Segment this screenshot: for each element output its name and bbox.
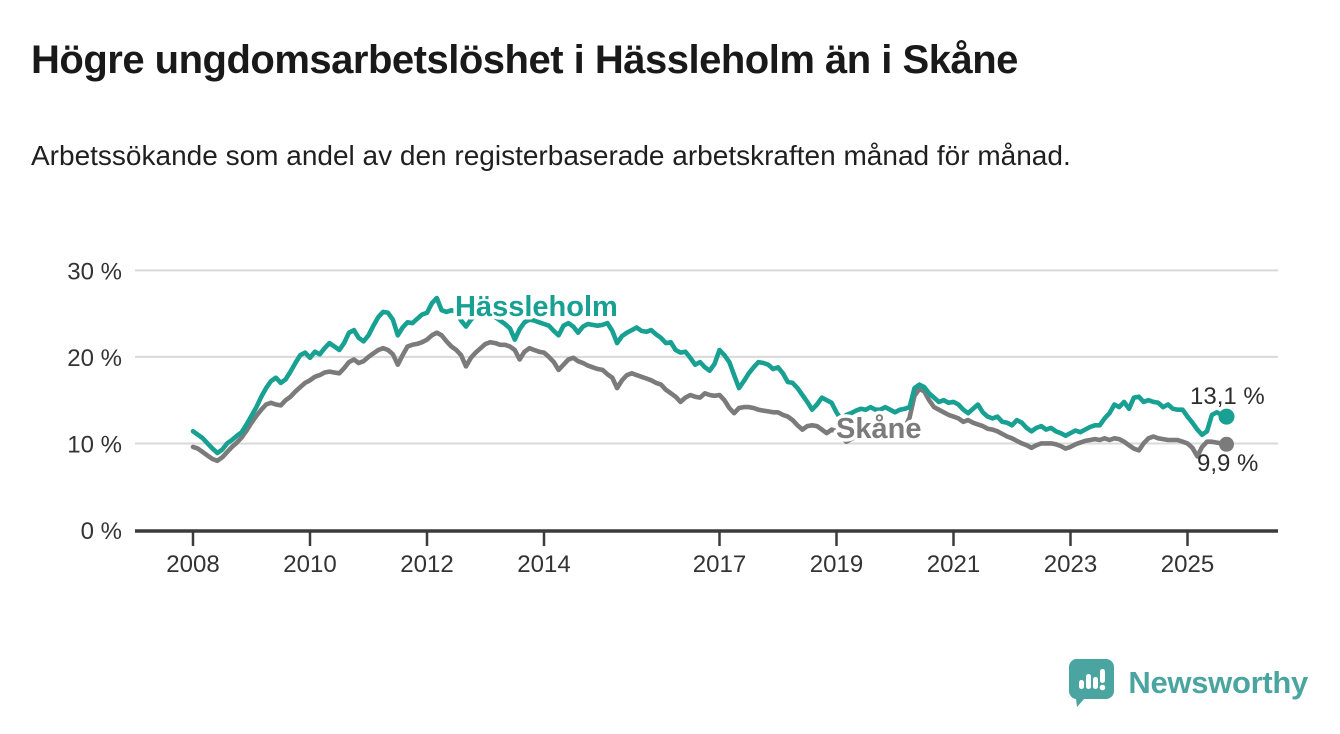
y-axis-tick-label: 10 % (67, 431, 122, 458)
line-chart: 30 % 20 % 10 % 0 % 2008 2010 2012 2014 2017 2019… (67, 258, 1278, 578)
skane-end-dot (1219, 436, 1234, 452)
newsworthy-logo: Newsworthy (1069, 658, 1308, 708)
newsworthy-logo-text: Newsworthy (1128, 665, 1308, 700)
x-axis-tick-label: 2023 (1044, 551, 1097, 578)
x-axis-tick-label: 2008 (166, 551, 219, 578)
gridlines (135, 269, 1278, 445)
x-axis-tick-label: 2017 (693, 551, 746, 578)
chart-subtitle: Arbetssökande som andel av den registerb… (31, 140, 1071, 171)
x-axis: 2008 2010 2012 2014 2017 2019 2021 2023 2025 (135, 529, 1278, 578)
hassleholm-value-label: 13,1 % (1190, 383, 1265, 410)
skane-value-label: 9,9 % (1197, 450, 1258, 477)
x-axis-tick-label: 2010 (283, 551, 336, 578)
y-axis-tick-label: 0 % (81, 518, 122, 545)
page-title: Högre ungdomsarbetslöshet i Hässleholm ä… (31, 38, 1018, 82)
bar-chart-speech-bubble-icon (1069, 658, 1115, 707)
y-axis-tick-label: 20 % (67, 345, 122, 372)
x-axis-tick-label: 2012 (400, 551, 453, 578)
y-axis-labels: 30 % 20 % 10 % 0 % (67, 258, 122, 545)
hassleholm-series-label: Hässleholm (455, 291, 618, 323)
x-axis-tick-label: 2019 (810, 551, 863, 578)
x-axis-tick-label: 2021 (927, 551, 980, 578)
hassleholm-line (190, 295, 1229, 456)
hassleholm-end-dot (1218, 408, 1235, 425)
skane-line (190, 330, 1229, 464)
x-axis-tick-label: 2014 (517, 551, 570, 578)
y-axis-tick-label: 30 % (67, 258, 122, 285)
skane-series-label: Skåne (836, 413, 921, 445)
x-axis-tick-label: 2025 (1161, 551, 1214, 578)
